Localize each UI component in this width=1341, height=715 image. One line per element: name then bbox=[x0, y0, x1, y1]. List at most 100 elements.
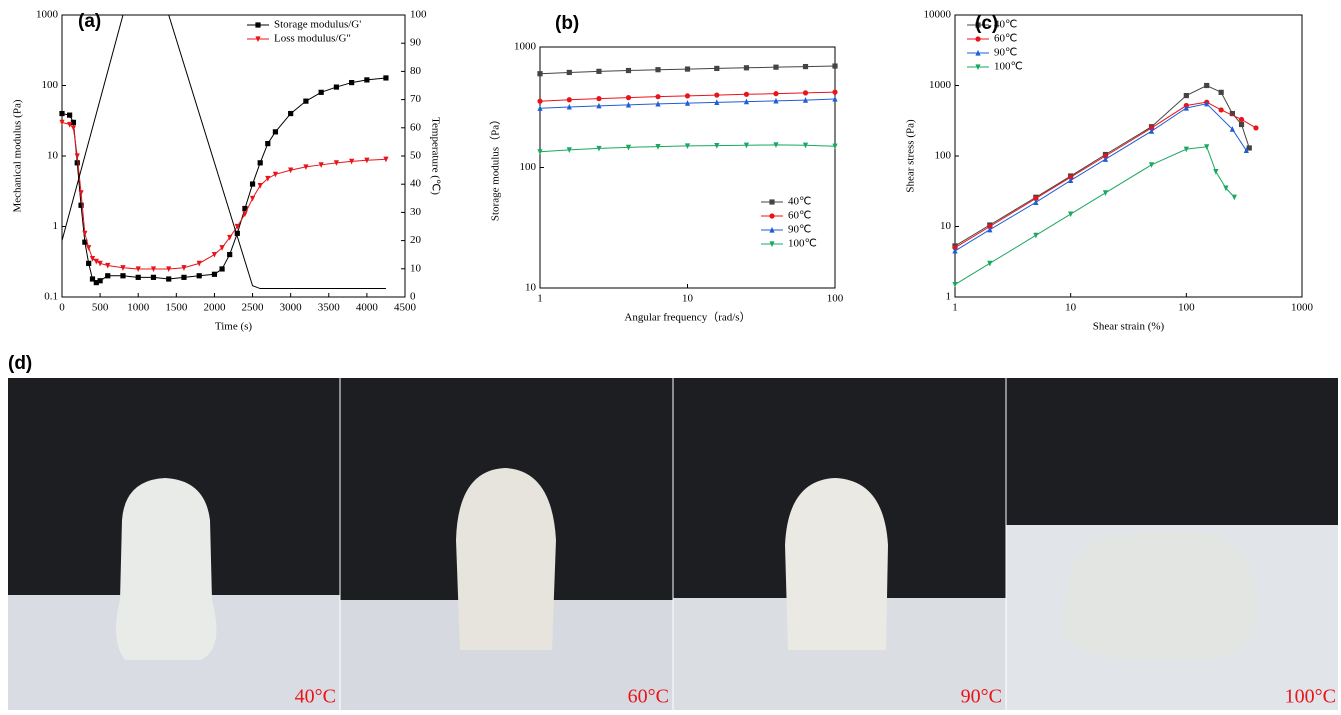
marker bbox=[1204, 83, 1209, 88]
marker bbox=[1149, 162, 1154, 168]
marker bbox=[987, 261, 992, 267]
y2-tick-label: 60 bbox=[410, 121, 422, 133]
x-tick-label: 3500 bbox=[318, 302, 341, 314]
legend-marker bbox=[975, 36, 980, 41]
legend-label: 90℃ bbox=[994, 47, 1017, 59]
marker bbox=[714, 92, 719, 97]
marker bbox=[212, 272, 217, 277]
marker bbox=[151, 275, 156, 280]
x-tick-label: 2000 bbox=[203, 302, 226, 314]
marker bbox=[212, 252, 217, 258]
marker bbox=[537, 99, 542, 104]
legend-label: Loss modulus/G" bbox=[274, 33, 351, 45]
x-tick-label: 1000 bbox=[1291, 302, 1314, 314]
panel-label: (d) bbox=[8, 353, 32, 374]
marker bbox=[626, 68, 631, 73]
marker bbox=[258, 160, 263, 165]
y-tick-label: 10 bbox=[47, 150, 59, 162]
marker bbox=[744, 92, 749, 97]
x-tick-label: 1500 bbox=[165, 302, 188, 314]
y-tick-label: 0.1 bbox=[44, 291, 58, 303]
marker bbox=[1239, 117, 1244, 122]
marker bbox=[273, 172, 278, 178]
x-tick-label: 10 bbox=[1065, 302, 1077, 314]
marker bbox=[197, 273, 202, 278]
x-tick-label: 1 bbox=[952, 302, 958, 314]
marker bbox=[596, 96, 601, 101]
marker bbox=[86, 261, 91, 266]
y2-tick-label: 10 bbox=[410, 262, 422, 274]
y2-tick-label: 50 bbox=[410, 150, 422, 162]
marker bbox=[334, 84, 339, 89]
series-line bbox=[62, 78, 386, 283]
x-tick-label: 10 bbox=[682, 293, 694, 305]
marker bbox=[59, 111, 64, 116]
legend-label: 60℃ bbox=[788, 210, 811, 222]
marker bbox=[319, 90, 324, 95]
marker bbox=[1068, 211, 1073, 217]
marker bbox=[714, 66, 719, 71]
marker bbox=[383, 75, 388, 80]
marker bbox=[265, 141, 270, 146]
marker bbox=[773, 65, 778, 70]
marker bbox=[120, 273, 125, 278]
marker bbox=[1232, 195, 1237, 201]
photo-caption: 40°C bbox=[295, 686, 336, 708]
marker bbox=[273, 129, 278, 134]
series-line bbox=[955, 104, 1246, 251]
marker bbox=[655, 67, 660, 72]
marker bbox=[744, 65, 749, 70]
legend-marker bbox=[769, 213, 774, 218]
marker bbox=[832, 90, 837, 95]
y2-tick-label: 100 bbox=[410, 9, 427, 21]
marker bbox=[227, 252, 232, 257]
y-tick-label: 10 bbox=[940, 220, 952, 232]
x-axis-label: Angular frequency（rad/s） bbox=[624, 311, 750, 324]
marker bbox=[86, 245, 91, 251]
y2-tick-label: 0 bbox=[410, 291, 416, 303]
y2-tick-label: 20 bbox=[410, 234, 422, 246]
y-tick-label: 1000 bbox=[514, 41, 537, 53]
marker bbox=[655, 94, 660, 99]
x-tick-label: 100 bbox=[1178, 302, 1195, 314]
y2-axis-label: Temperature (℃) bbox=[429, 117, 441, 195]
marker bbox=[567, 70, 572, 75]
y-tick-label: 10000 bbox=[924, 9, 952, 21]
marker bbox=[685, 66, 690, 71]
marker bbox=[596, 69, 601, 74]
marker bbox=[567, 97, 572, 102]
marker bbox=[75, 160, 80, 165]
marker bbox=[1247, 145, 1252, 150]
gel bbox=[456, 468, 556, 650]
x-tick-label: 3000 bbox=[280, 302, 303, 314]
marker bbox=[832, 63, 837, 68]
photo-caption: 60°C bbox=[628, 686, 669, 708]
marker bbox=[303, 99, 308, 104]
marker bbox=[250, 181, 255, 186]
photo-caption: 100°C bbox=[1285, 686, 1336, 708]
panel-label: (b) bbox=[555, 13, 579, 34]
photo-caption: 90°C bbox=[961, 686, 1002, 708]
y2-tick-label: 70 bbox=[410, 93, 422, 105]
legend-label: 60℃ bbox=[994, 33, 1017, 45]
x-tick-label: 1 bbox=[537, 293, 543, 305]
legend-label: Storage modulus/G' bbox=[274, 19, 361, 31]
marker bbox=[1184, 93, 1189, 98]
x-tick-label: 100 bbox=[827, 293, 844, 305]
y2-tick-label: 30 bbox=[410, 206, 422, 218]
x-tick-label: 1000 bbox=[127, 302, 150, 314]
marker bbox=[67, 113, 72, 118]
marker bbox=[685, 93, 690, 98]
marker bbox=[952, 282, 957, 288]
marker bbox=[181, 275, 186, 280]
y-tick-label: 10 bbox=[525, 282, 537, 294]
legend-marker bbox=[769, 199, 774, 204]
legend-label: 100℃ bbox=[788, 238, 817, 250]
plot-frame bbox=[540, 47, 835, 288]
x-tick-label: 0 bbox=[59, 302, 65, 314]
marker bbox=[773, 91, 778, 96]
gel bbox=[785, 478, 888, 650]
x-tick-label: 2500 bbox=[242, 302, 265, 314]
series-line bbox=[955, 86, 1249, 246]
legend-marker bbox=[255, 22, 260, 27]
